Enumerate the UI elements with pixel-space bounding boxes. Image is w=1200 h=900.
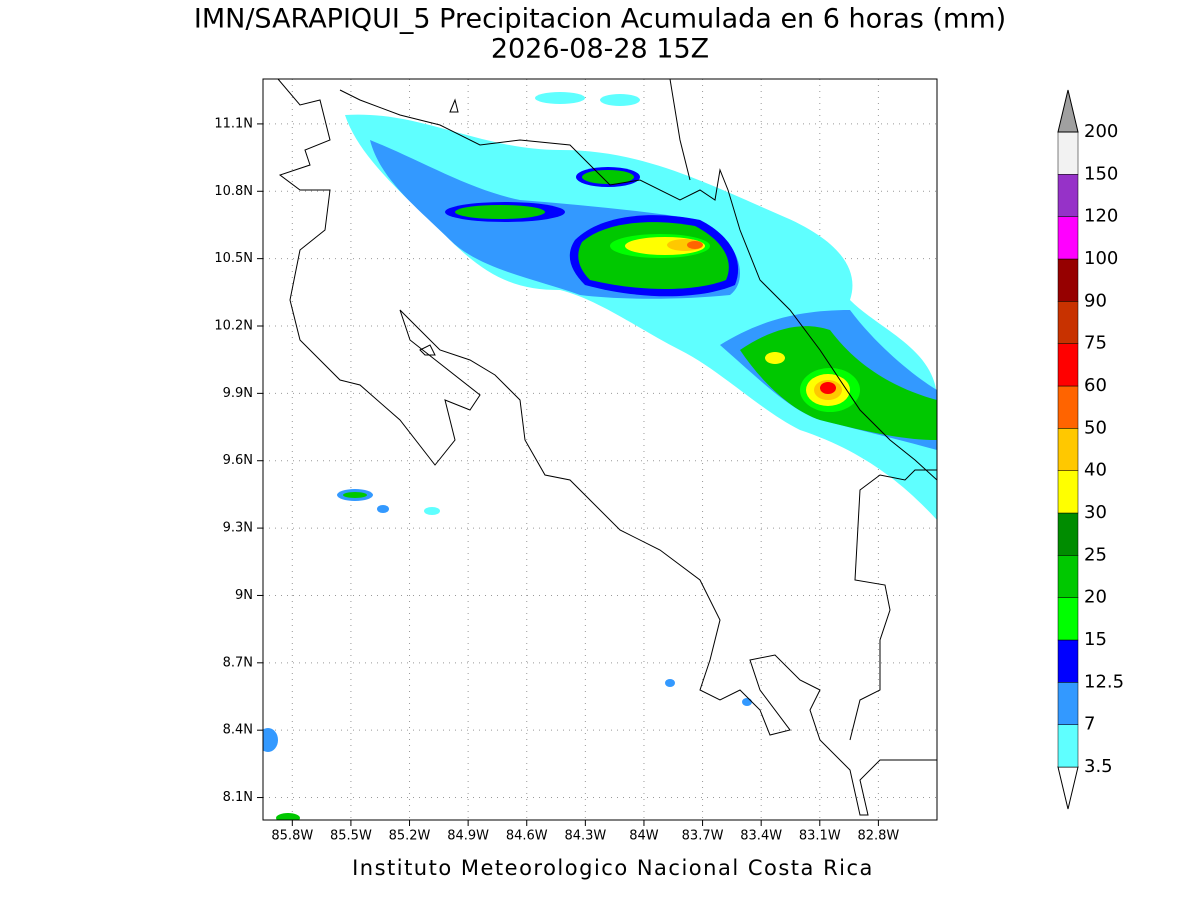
rain-area bbox=[377, 505, 389, 513]
colorbar-box bbox=[1057, 639, 1079, 683]
rain-area bbox=[263, 728, 278, 752]
y-tick-label: 8.4N bbox=[223, 723, 253, 738]
colorbar-label: 30 bbox=[1084, 502, 1107, 523]
y-tick-label: 10.2N bbox=[214, 319, 253, 334]
colorbar-label: 60 bbox=[1084, 375, 1107, 396]
colorbar-box bbox=[1057, 597, 1079, 641]
colorbar-box bbox=[1057, 682, 1079, 725]
y-tick-label: 9.3N bbox=[223, 521, 253, 536]
rain-area bbox=[687, 241, 703, 249]
rain-area bbox=[276, 813, 300, 820]
colorbar-box bbox=[1057, 131, 1079, 175]
x-tick-label: 85.5W bbox=[330, 829, 372, 844]
rain-area bbox=[820, 382, 836, 394]
colorbar-label: 15 bbox=[1084, 629, 1107, 650]
rain-area bbox=[600, 94, 640, 106]
colorbar-label: 50 bbox=[1084, 417, 1107, 438]
colorbar-label: 150 bbox=[1084, 163, 1118, 184]
colorbar-box bbox=[1057, 174, 1079, 217]
y-tick-label: 11.1N bbox=[214, 116, 253, 131]
rain-area bbox=[455, 205, 545, 219]
rain-area bbox=[765, 352, 785, 364]
x-tick-label: 84.3W bbox=[564, 829, 606, 844]
x-tick-label: 83.7W bbox=[682, 829, 724, 844]
colorbar: 3.5 7 12.5 15 20 25 30 40 50 60 75 90 100 120 150 200 bbox=[1057, 89, 1124, 810]
precipitation bbox=[263, 92, 937, 820]
colorbar-box bbox=[1057, 385, 1079, 429]
y-tick-label: 9.6N bbox=[223, 453, 253, 468]
colorbar-label: 12.5 bbox=[1084, 671, 1124, 692]
x-tick-label: 84.9W bbox=[447, 829, 489, 844]
x-tick-label: 85.8W bbox=[271, 829, 313, 844]
rain-area bbox=[535, 92, 585, 104]
colorbar-box bbox=[1057, 258, 1079, 302]
x-tick-label: 83.4W bbox=[740, 829, 782, 844]
map-title: IMN/SARAPIQUI_5 Precipitacion Acumulada … bbox=[194, 4, 1006, 35]
colorbar-box bbox=[1057, 512, 1079, 556]
x-tick-label: 85.2W bbox=[389, 829, 431, 844]
map-frame bbox=[262, 78, 938, 821]
colorbar-arrow bbox=[1057, 766, 1079, 810]
colorbar-box bbox=[1057, 343, 1079, 387]
colorbar-label: 120 bbox=[1084, 206, 1118, 227]
colorbar-box bbox=[1057, 724, 1079, 768]
rain-area bbox=[582, 170, 634, 184]
colorbar-box bbox=[1057, 301, 1079, 344]
colorbar-box bbox=[1057, 216, 1079, 260]
colorbar-label: 75 bbox=[1084, 333, 1107, 354]
colorbar-box bbox=[1057, 428, 1079, 471]
colorbar-label: 90 bbox=[1084, 290, 1107, 311]
y-tick-label: 9N bbox=[235, 588, 253, 603]
rain-area bbox=[424, 507, 440, 515]
y-tick-label: 8.7N bbox=[223, 655, 253, 670]
x-tick-label: 84W bbox=[629, 829, 659, 844]
colorbar-label: 100 bbox=[1084, 248, 1118, 269]
rain-area bbox=[665, 679, 675, 687]
colorbar-box bbox=[1057, 555, 1079, 598]
y-tick-label: 10.8N bbox=[214, 184, 253, 199]
y-tick-label: 10.5N bbox=[214, 251, 253, 266]
x-tick-label: 82.8W bbox=[857, 829, 899, 844]
colorbar-label: 3.5 bbox=[1084, 756, 1113, 777]
colorbar-label: 25 bbox=[1084, 544, 1107, 565]
x-tick-label: 83.1W bbox=[799, 829, 841, 844]
coastlines bbox=[277, 79, 937, 816]
colorbar-label: 40 bbox=[1084, 460, 1107, 481]
footer: Instituto Meteorologico Nacional Costa R… bbox=[352, 856, 874, 880]
x-tick-label: 84.6W bbox=[506, 829, 548, 844]
rain-area bbox=[343, 492, 367, 498]
y-tick-label: 8.1N bbox=[223, 790, 253, 805]
colorbar-label: 20 bbox=[1084, 587, 1107, 608]
map-subtitle: 2026-08-28 15Z bbox=[491, 34, 709, 65]
colorbar-box bbox=[1057, 470, 1079, 514]
colorbar-label: 200 bbox=[1084, 121, 1118, 142]
colorbar-arrow bbox=[1057, 89, 1079, 133]
y-tick-label: 9.9N bbox=[223, 386, 253, 401]
rain-area bbox=[742, 698, 752, 706]
colorbar-label: 7 bbox=[1084, 714, 1095, 735]
